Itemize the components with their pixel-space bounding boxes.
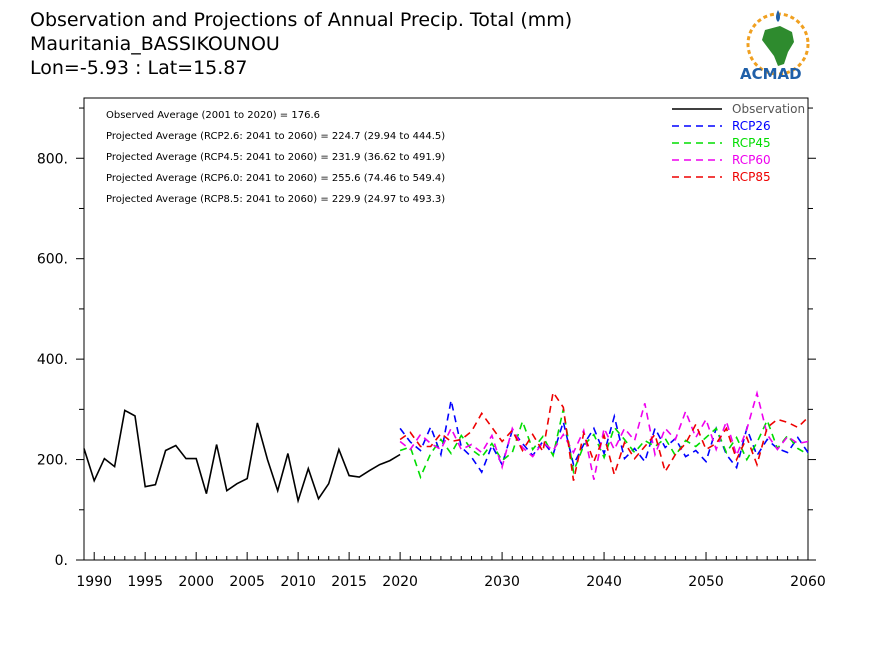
series-layer	[83, 390, 809, 504]
series-rcp45	[399, 409, 809, 480]
legend: Observation RCP26 RCP45 RCP60 RCP85	[672, 102, 805, 184]
stat-observed: Observed Average (2001 to 2020) = 176.6	[106, 110, 320, 121]
x-tick-label: 1990	[76, 574, 112, 590]
y-tick-label: 600.	[37, 252, 68, 268]
y-tick-label: 800.	[37, 151, 68, 167]
africa-icon	[762, 26, 794, 66]
series-rcp60	[399, 390, 809, 480]
y-tick-label: 0.	[55, 553, 68, 569]
x-tick-label: 2000	[178, 574, 214, 590]
stat-rcp45: Projected Average (RCP4.5: 2041 to 2060)…	[106, 152, 445, 163]
legend-label-observation: Observation	[732, 102, 805, 116]
plot-frame	[83, 97, 809, 561]
series-rcp85	[399, 390, 809, 481]
legend-label-rcp26: RCP26	[732, 119, 771, 133]
x-tick-label: 2010	[280, 574, 316, 590]
x-axis: 1990 1995 2000 2005 2010 2015 2020 2030 2040 2050…	[76, 552, 826, 590]
x-tick-label: 2030	[484, 574, 520, 590]
logo-text: ACMAD	[740, 65, 802, 83]
y-tick-label: 400.	[37, 352, 68, 368]
y-axis: 0. 200. 400. 600. 800.	[37, 107, 816, 569]
legend-label-rcp85: RCP85	[732, 170, 771, 184]
series-observation	[83, 409, 401, 504]
x-tick-label: 2060	[790, 574, 826, 590]
legend-label-rcp45: RCP45	[732, 136, 771, 150]
y-tick-label: 200.	[37, 453, 68, 469]
acmad-logo: ACMAD	[740, 10, 810, 83]
x-tick-label: 2040	[586, 574, 622, 590]
plot-area: 1990 1995 2000 2005 2010 2015 2020 2030 2040 2050…	[37, 97, 826, 590]
x-tick-label: 1995	[127, 574, 163, 590]
raindrop-icon	[776, 10, 780, 22]
stat-rcp60: Projected Average (RCP6.0: 2041 to 2060)…	[106, 173, 445, 184]
station-name: Mauritania_BASSIKOUNOU	[30, 33, 280, 55]
x-tick-label: 2015	[331, 574, 367, 590]
x-tick-label: 2005	[229, 574, 265, 590]
x-tick-label: 2020	[382, 574, 418, 590]
station-coordinates: Lon=-5.93 : Lat=15.87	[30, 57, 247, 79]
statistics-annotations: Observed Average (2001 to 2020) = 176.6 …	[106, 110, 445, 205]
series-rcp26	[399, 400, 809, 474]
stat-rcp26: Projected Average (RCP2.6: 2041 to 2060)…	[106, 131, 445, 142]
x-tick-label: 2050	[688, 574, 724, 590]
legend-label-rcp60: RCP60	[732, 153, 771, 167]
stat-rcp85: Projected Average (RCP8.5: 2041 to 2060)…	[106, 194, 445, 205]
chart-title: Observation and Projections of Annual Pr…	[30, 9, 572, 31]
